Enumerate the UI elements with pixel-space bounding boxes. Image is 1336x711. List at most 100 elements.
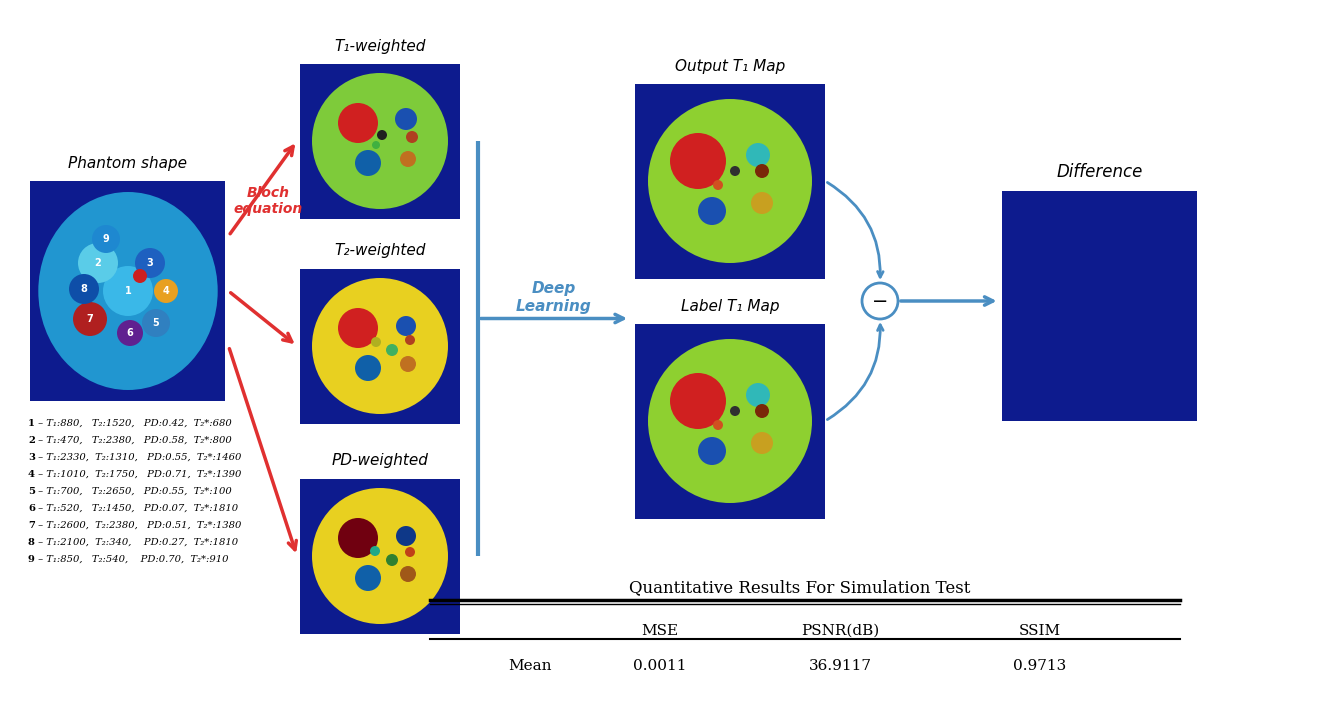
Circle shape xyxy=(370,546,379,556)
Text: 7: 7 xyxy=(28,521,35,530)
Bar xyxy=(31,181,226,401)
Text: Mean: Mean xyxy=(508,659,552,673)
Circle shape xyxy=(134,269,147,283)
Text: – T₁:850,   T₂:540,    PD:0.70,  T₂*:910: – T₁:850, T₂:540, PD:0.70, T₂*:910 xyxy=(35,555,228,564)
Text: – T₁:1010,  T₂:1750,   PD:0.71,  T₂*:1390: – T₁:1010, T₂:1750, PD:0.71, T₂*:1390 xyxy=(35,470,242,479)
Text: 6: 6 xyxy=(127,328,134,338)
Text: 4: 4 xyxy=(28,470,35,479)
Circle shape xyxy=(669,373,725,429)
Text: – T₁:470,   T₂:2380,   PD:0.58,  T₂*:800: – T₁:470, T₂:2380, PD:0.58, T₂*:800 xyxy=(35,436,231,445)
Circle shape xyxy=(697,437,725,465)
Text: – T₁:2330,  T₂:1310,   PD:0.55,  T₂*:1460: – T₁:2330, T₂:1310, PD:0.55, T₂*:1460 xyxy=(35,453,242,462)
Text: – T₁:2100,  T₂:340,    PD:0.27,  T₂*:1810: – T₁:2100, T₂:340, PD:0.27, T₂*:1810 xyxy=(35,538,238,547)
Ellipse shape xyxy=(39,192,218,390)
Text: Output T₁ Map: Output T₁ Map xyxy=(675,58,786,73)
Circle shape xyxy=(355,355,381,381)
Text: T₁-weighted: T₁-weighted xyxy=(334,38,426,53)
Text: PSNR(dB): PSNR(dB) xyxy=(800,624,879,638)
Text: 1: 1 xyxy=(124,286,131,296)
Text: – T₁:2600,  T₂:2380,   PD:0.51,  T₂*:1380: – T₁:2600, T₂:2380, PD:0.51, T₂*:1380 xyxy=(35,521,242,530)
Circle shape xyxy=(862,283,898,319)
Text: 1: 1 xyxy=(28,419,35,428)
Circle shape xyxy=(406,131,418,143)
Text: 3: 3 xyxy=(28,453,35,462)
Circle shape xyxy=(395,526,415,546)
Circle shape xyxy=(355,150,381,176)
Circle shape xyxy=(755,164,770,178)
Circle shape xyxy=(405,335,415,345)
Text: Difference: Difference xyxy=(1057,163,1144,181)
Text: MSE: MSE xyxy=(641,624,679,638)
Text: Deep
Learning: Deep Learning xyxy=(516,281,592,314)
Text: 36.9117: 36.9117 xyxy=(808,659,871,673)
Bar xyxy=(1002,191,1197,421)
Text: 4: 4 xyxy=(163,286,170,296)
Text: 0.0011: 0.0011 xyxy=(633,659,687,673)
Text: Label T₁ Map: Label T₁ Map xyxy=(681,299,779,314)
Text: SSIM: SSIM xyxy=(1019,624,1061,638)
Circle shape xyxy=(386,344,398,356)
Circle shape xyxy=(751,192,774,214)
Bar xyxy=(635,324,826,518)
Circle shape xyxy=(338,518,378,558)
Circle shape xyxy=(77,243,118,283)
Circle shape xyxy=(69,274,99,304)
Text: 8: 8 xyxy=(80,284,87,294)
Text: 3: 3 xyxy=(147,258,154,268)
Circle shape xyxy=(103,266,154,316)
Text: PD-weighted: PD-weighted xyxy=(331,454,429,469)
Circle shape xyxy=(92,225,120,253)
Bar xyxy=(301,63,460,218)
Circle shape xyxy=(755,404,770,418)
Circle shape xyxy=(399,356,415,372)
Circle shape xyxy=(135,248,166,278)
Text: Bloch
equation: Bloch equation xyxy=(232,186,302,216)
Ellipse shape xyxy=(313,278,448,414)
Circle shape xyxy=(729,166,740,176)
Text: 2: 2 xyxy=(95,258,102,268)
Circle shape xyxy=(713,420,723,430)
Text: 6: 6 xyxy=(28,504,35,513)
Text: 8: 8 xyxy=(28,538,35,547)
Text: 9: 9 xyxy=(28,555,35,564)
Bar xyxy=(301,269,460,424)
Ellipse shape xyxy=(648,99,812,263)
Circle shape xyxy=(399,151,415,167)
Circle shape xyxy=(713,180,723,190)
Text: −: − xyxy=(872,292,888,311)
Text: T₂-weighted: T₂-weighted xyxy=(334,243,426,259)
Circle shape xyxy=(669,133,725,189)
Circle shape xyxy=(338,103,378,143)
Circle shape xyxy=(745,143,770,167)
Bar xyxy=(301,479,460,634)
Text: 2: 2 xyxy=(28,436,35,445)
Circle shape xyxy=(377,130,387,140)
Ellipse shape xyxy=(648,339,812,503)
Circle shape xyxy=(73,302,107,336)
Circle shape xyxy=(371,141,379,149)
Circle shape xyxy=(745,383,770,407)
Ellipse shape xyxy=(313,488,448,624)
Text: Phantom shape: Phantom shape xyxy=(68,156,187,171)
Circle shape xyxy=(395,108,417,130)
Text: 9: 9 xyxy=(103,234,110,244)
Text: 5: 5 xyxy=(28,487,35,496)
Text: 7: 7 xyxy=(87,314,94,324)
Text: – T₁:520,   T₂:1450,   PD:0.07,  T₂*:1810: – T₁:520, T₂:1450, PD:0.07, T₂*:1810 xyxy=(35,504,238,513)
Bar xyxy=(635,83,826,279)
Circle shape xyxy=(142,309,170,337)
Circle shape xyxy=(371,337,381,347)
Circle shape xyxy=(729,406,740,416)
Ellipse shape xyxy=(313,73,448,209)
Circle shape xyxy=(355,565,381,591)
Circle shape xyxy=(338,308,378,348)
Text: Quantitative Results For Simulation Test: Quantitative Results For Simulation Test xyxy=(629,579,971,596)
Circle shape xyxy=(118,320,143,346)
Text: – T₁:700,   T₂:2650,   PD:0.55,  T₂*:100: – T₁:700, T₂:2650, PD:0.55, T₂*:100 xyxy=(35,487,231,496)
Text: – T₁:880,   T₂:1520,   PD:0.42,  T₂*:680: – T₁:880, T₂:1520, PD:0.42, T₂*:680 xyxy=(35,419,231,428)
Text: 0.9713: 0.9713 xyxy=(1014,659,1066,673)
Circle shape xyxy=(395,316,415,336)
Circle shape xyxy=(154,279,178,303)
Circle shape xyxy=(399,566,415,582)
Text: 5: 5 xyxy=(152,318,159,328)
